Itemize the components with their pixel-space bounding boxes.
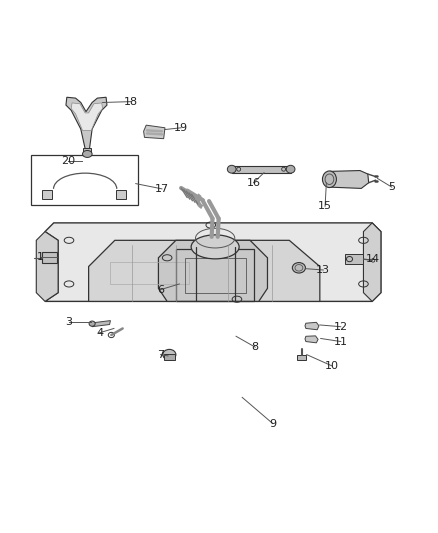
Text: 16: 16 — [246, 177, 260, 188]
Text: 1: 1 — [37, 252, 44, 262]
Bar — [31, 155, 138, 205]
Ellipse shape — [227, 165, 236, 173]
Bar — [231, 166, 290, 173]
Text: 18: 18 — [124, 96, 138, 107]
Bar — [83, 148, 91, 154]
Polygon shape — [304, 322, 318, 330]
Bar — [42, 190, 52, 199]
Ellipse shape — [82, 150, 92, 157]
Text: 20: 20 — [60, 156, 74, 166]
Bar — [297, 354, 305, 360]
Text: 5: 5 — [388, 182, 394, 192]
Polygon shape — [328, 171, 368, 189]
Text: 8: 8 — [251, 342, 258, 352]
Text: 10: 10 — [324, 361, 338, 371]
Ellipse shape — [286, 165, 294, 173]
Text: 17: 17 — [155, 184, 169, 194]
Bar — [184, 258, 245, 293]
Polygon shape — [143, 125, 165, 139]
Polygon shape — [66, 97, 107, 149]
Text: 14: 14 — [365, 254, 379, 264]
Polygon shape — [304, 336, 318, 343]
Polygon shape — [363, 223, 380, 301]
Bar — [110, 262, 188, 284]
Polygon shape — [88, 240, 319, 301]
Polygon shape — [36, 232, 58, 301]
Ellipse shape — [162, 350, 176, 360]
Ellipse shape — [322, 171, 336, 188]
Bar — [42, 252, 57, 263]
Ellipse shape — [191, 235, 239, 259]
Polygon shape — [158, 240, 267, 301]
Text: 7: 7 — [157, 350, 164, 360]
Text: 9: 9 — [268, 418, 276, 429]
Bar — [344, 254, 363, 264]
Text: 6: 6 — [157, 285, 164, 295]
Bar — [163, 354, 175, 360]
Polygon shape — [71, 103, 102, 131]
Bar — [176, 249, 254, 301]
Text: 15: 15 — [318, 201, 331, 211]
Bar — [116, 190, 126, 199]
Text: 4: 4 — [96, 328, 103, 338]
Text: 13: 13 — [316, 265, 329, 275]
Text: 3: 3 — [65, 317, 72, 327]
Text: 19: 19 — [173, 123, 188, 133]
Polygon shape — [45, 223, 380, 301]
Ellipse shape — [89, 321, 95, 326]
Polygon shape — [92, 320, 110, 327]
Ellipse shape — [292, 263, 305, 273]
Text: 12: 12 — [333, 322, 347, 332]
Text: 11: 11 — [333, 336, 347, 346]
